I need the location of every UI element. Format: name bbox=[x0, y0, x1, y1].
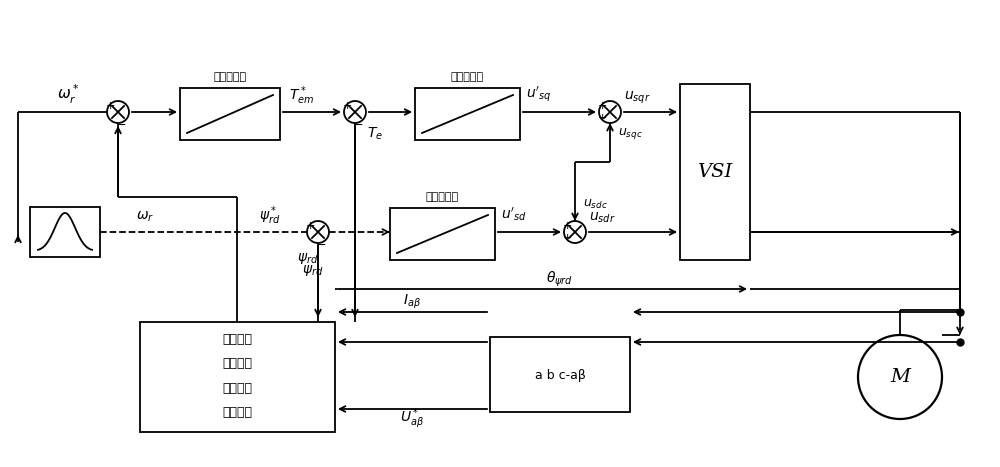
Bar bbox=[680, 84, 750, 260]
Text: $u'_{sq}$: $u'_{sq}$ bbox=[526, 84, 552, 104]
Text: $\theta_{\psi rd}$: $\theta_{\psi rd}$ bbox=[546, 269, 574, 289]
Text: +: + bbox=[562, 233, 572, 243]
Text: 转速计算: 转速计算 bbox=[222, 406, 252, 419]
Bar bbox=[415, 88, 520, 140]
Text: $I_{a\beta}$: $I_{a\beta}$ bbox=[403, 293, 421, 311]
Text: 电压模型: 电压模型 bbox=[222, 333, 252, 346]
Text: $u'_{sd}$: $u'_{sd}$ bbox=[501, 205, 527, 223]
Text: M: M bbox=[890, 368, 910, 386]
Text: 转矩计算: 转矩计算 bbox=[222, 382, 252, 395]
Text: 磁通计算: 磁通计算 bbox=[222, 357, 252, 370]
Text: +: + bbox=[305, 221, 315, 231]
Text: a b c-aβ: a b c-aβ bbox=[535, 368, 585, 382]
Bar bbox=[390, 208, 495, 260]
Text: +: + bbox=[597, 101, 607, 111]
Text: +: + bbox=[342, 101, 352, 111]
Text: VSI: VSI bbox=[697, 163, 733, 181]
Text: 磁通调节器: 磁通调节器 bbox=[425, 192, 459, 202]
Text: $u_{sdc}$: $u_{sdc}$ bbox=[583, 198, 608, 211]
Text: −: − bbox=[116, 119, 126, 132]
Text: $\psi_{rd}$: $\psi_{rd}$ bbox=[302, 262, 324, 277]
Text: +: + bbox=[597, 113, 607, 123]
Text: −: − bbox=[353, 119, 363, 132]
Text: 转速调节器: 转速调节器 bbox=[213, 72, 247, 82]
Bar bbox=[490, 337, 630, 412]
Text: −: − bbox=[316, 239, 326, 252]
Text: 转矩调节器: 转矩调节器 bbox=[450, 72, 484, 82]
Text: +: + bbox=[562, 221, 572, 231]
Bar bbox=[140, 322, 335, 432]
Bar bbox=[180, 88, 280, 140]
Text: $\psi_{rd}^*$: $\psi_{rd}^*$ bbox=[259, 205, 280, 227]
Text: +: + bbox=[105, 101, 115, 111]
Text: $T_{em}^*$: $T_{em}^*$ bbox=[289, 85, 315, 107]
Text: $\omega_r$: $\omega_r$ bbox=[136, 210, 154, 224]
Text: $u_{sqc}$: $u_{sqc}$ bbox=[618, 127, 643, 142]
Text: $u_{sdr}$: $u_{sdr}$ bbox=[589, 211, 616, 225]
Text: $U^*_{a\beta}$: $U^*_{a\beta}$ bbox=[400, 407, 424, 431]
Text: $\psi_{rd}$: $\psi_{rd}$ bbox=[297, 250, 319, 266]
Text: $u_{sqr}$: $u_{sqr}$ bbox=[624, 90, 651, 106]
Bar bbox=[30, 207, 100, 257]
Text: $T_e$: $T_e$ bbox=[367, 126, 383, 142]
Text: $\omega_r^*$: $\omega_r^*$ bbox=[57, 82, 79, 106]
